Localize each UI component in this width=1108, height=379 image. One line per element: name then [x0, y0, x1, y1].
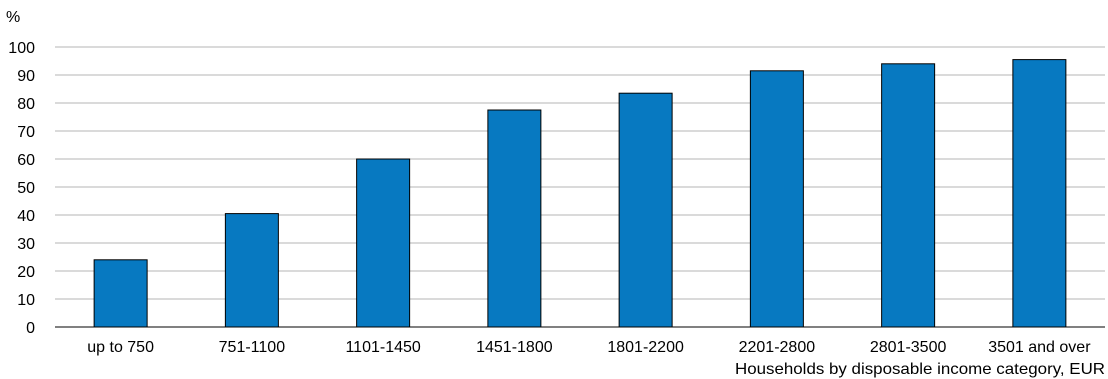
bar: [749, 70, 804, 328]
bar: [93, 259, 148, 328]
bar: [618, 92, 673, 328]
x-tick-labels: up to 750 751-1100 1101-1450 1451-1800 1801-…: [87, 339, 1091, 356]
bar: [487, 109, 542, 328]
bar: [1012, 59, 1067, 328]
y-tick-label: 70: [17, 124, 35, 141]
x-tick-label: 1451-1800: [476, 339, 553, 356]
y-tick-label: 90: [17, 68, 35, 85]
x-axis-label: Households by disposable income category…: [735, 361, 1105, 378]
y-tick-label: 50: [17, 180, 35, 197]
y-tick-label: 100: [8, 40, 35, 57]
y-tick-label: 20: [17, 264, 35, 281]
gridlines: [55, 46, 1105, 300]
y-tick-label: 30: [17, 236, 35, 253]
y-tick-labels: 0 10 20 30 40 50 60 70 80 90 100: [8, 40, 35, 337]
bar: [356, 158, 411, 328]
x-tick-label: 2801-3500: [870, 339, 947, 356]
bars: [93, 59, 1067, 328]
y-tick-label: 40: [17, 208, 35, 225]
x-tick-label: up to 750: [87, 339, 154, 356]
x-tick-label: 1101-1450: [345, 339, 420, 356]
x-tick-label: 751-1100: [219, 339, 286, 356]
x-tick-label: 3501 and over: [988, 339, 1091, 356]
x-tick-label: 2201-2800: [739, 339, 816, 356]
y-tick-label: 80: [17, 96, 35, 113]
y-tick-label: 10: [17, 292, 35, 309]
y-tick-label: 0: [26, 320, 35, 337]
bar: [224, 213, 279, 328]
bar: [881, 63, 936, 328]
y-tick-label: 60: [17, 152, 35, 169]
y-axis-label: %: [6, 9, 20, 26]
x-tick-label: 1801-2200: [607, 339, 684, 356]
